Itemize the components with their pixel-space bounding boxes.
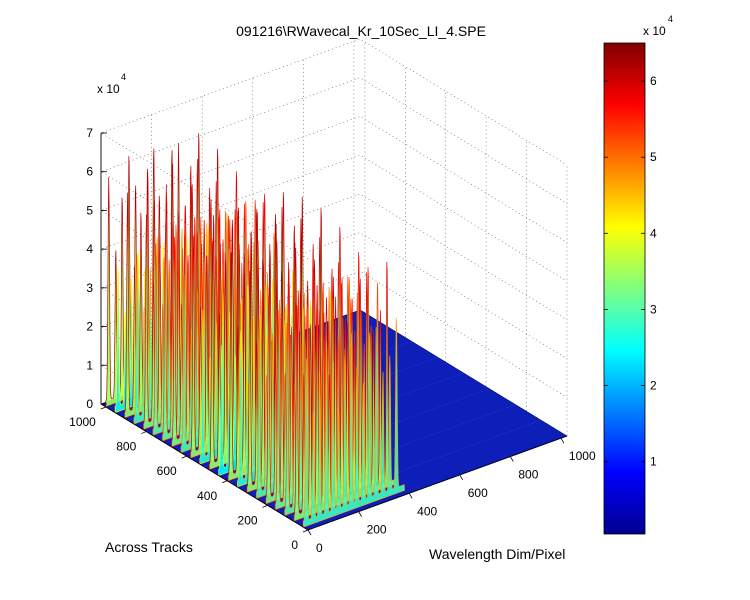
grid-line [100,38,568,260]
grid-line [267,140,527,506]
x-tick-label: 600 [468,486,488,500]
x-tick-mark [560,437,565,444]
x-tick-label: 0 [316,541,323,555]
x-tick-label: 200 [367,523,387,537]
axis-line [100,403,309,531]
x-tick-mark [510,456,514,462]
y-tick-mark [100,406,107,410]
z-tick-label: 3 [86,281,93,295]
x-tick-mark [459,474,464,481]
y-tick-label: 1000 [69,415,96,429]
y-tick-label: 600 [157,464,177,478]
axis-lines [100,133,568,531]
z-multiplier-label: x 10 [97,82,120,96]
z-multiplier: x 10 4 [97,72,126,96]
colorbar-tick-label: 4 [650,226,657,240]
grid-line [100,116,568,337]
grid-line [307,165,568,531]
x-ticks: 0 200 400 600 800 1000 [307,437,596,555]
z-multiplier-exponent: 4 [121,72,126,82]
colorbar-tick-label: 6 [650,74,657,88]
y-tick-label: 0 [291,538,298,552]
x-tick-mark [358,511,362,517]
y-tick-mark [181,455,187,459]
y-tick-label: 400 [197,489,217,503]
x-tick-mark [307,529,312,536]
axis-line [307,435,568,531]
y-ticks: 0 200 400 600 800 1000 [69,406,309,552]
grid-line [105,42,366,408]
x-tick-mark [408,493,413,499]
colorbar-ticks: 1 2 3 4 5 6 [604,74,657,469]
colorbar-tick-label: 5 [650,150,657,164]
z-tick-label: 1 [86,358,93,372]
grid-line [226,115,487,482]
surface-ridge-row [302,317,405,528]
colorbar-exponent: 4 [668,14,673,24]
grid-line [186,91,447,457]
z-tick-label: 4 [86,242,93,256]
z-tick-label: 6 [86,165,93,179]
x-tick-label: 400 [417,504,437,518]
y-axis-label: Across Tracks [105,539,193,555]
surface-ridges [105,133,405,528]
y-tick-mark [141,431,147,434]
z-tick-label: 7 [86,126,93,140]
z-tick-label: 2 [86,320,93,334]
y-tick-label: 800 [116,440,136,454]
z-tick-label: 0 [86,397,93,411]
y-tick-mark [221,480,228,484]
colorbar-tick-label: 2 [650,379,657,393]
colorbar-tick-label: 3 [650,302,657,316]
colorbar-gradient [603,42,646,535]
colorbar-tick-label: 1 [650,455,657,469]
x-axis-label: Wavelength Dim/Pixel [429,546,565,562]
grid-line [100,77,568,298]
colorbar: 1 2 3 4 5 6 x 10 4 [603,14,673,535]
z-ticks: 0 1 2 3 4 5 6 7 [86,126,107,411]
z-tick-label: 5 [86,203,93,217]
chart-title: 091216\RWavecal_Kr_10Sec_LI_4.SPE [236,23,486,39]
grid-line [100,154,568,376]
x-tick-label: 1000 [569,449,596,463]
grid-line [146,66,406,432]
axes-3d: 0 1 2 3 4 5 6 7 0 200 400 600 800 1000 0 200 400 600 800… [69,38,596,555]
y-tick-mark [302,529,309,533]
y-tick-label: 200 [238,513,258,527]
x-tick-label: 800 [518,468,538,482]
colorbar-multiplier: x 10 [643,24,666,38]
y-tick-mark [262,505,268,508]
